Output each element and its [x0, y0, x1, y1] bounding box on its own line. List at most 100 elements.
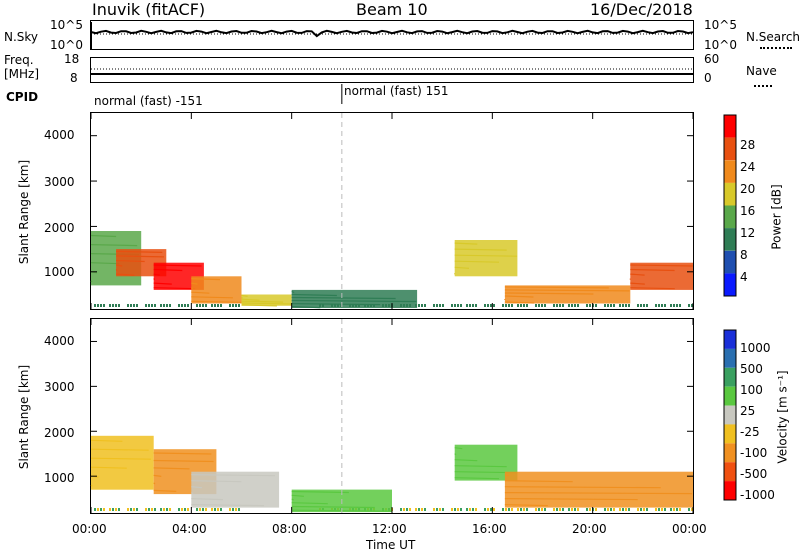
power-ytick-4000: 4000	[44, 128, 75, 142]
power-region-6-streak	[454, 248, 507, 251]
noise-right-tick-bottom: 10^0	[704, 38, 737, 52]
velocity-region-0	[91, 435, 154, 490]
power-region-3-streak	[190, 287, 193, 290]
xtick-0: 00:00	[72, 522, 107, 536]
velocity-nearrange-pixel	[433, 508, 435, 511]
power-nearrange-pixel	[691, 304, 693, 307]
power-nearrange-pixel	[178, 304, 180, 307]
power-nearrange-pixel	[451, 304, 453, 307]
power-region-7-streak	[504, 286, 609, 289]
power-nearrange-pixel	[571, 304, 573, 307]
power-region-7	[504, 285, 631, 304]
velocity-region-1-streak	[153, 489, 177, 492]
velocity-nearrange-pixel	[148, 508, 150, 511]
power-region-8	[630, 262, 693, 290]
velocity-colorbar-swatch	[724, 481, 736, 500]
power-nearrange-pixel	[502, 304, 504, 307]
power-nearrange-pixel	[109, 304, 111, 307]
power-region-8-streak	[630, 287, 675, 290]
velocity-nearrange-pixel	[619, 508, 621, 511]
power-region-4	[241, 294, 292, 306]
power-region-1-streak	[116, 255, 165, 258]
velocity-colorbar-swatch	[724, 330, 736, 349]
velocity-nearrange-pixel	[676, 508, 678, 511]
power-nearrange-pixel	[559, 304, 561, 307]
power-nearrange-pixel	[424, 304, 426, 307]
noise-left-tick-top: 10^5	[50, 18, 83, 32]
power-colorbar-swatch	[724, 250, 736, 274]
velocity-nearrange-pixel	[610, 508, 612, 511]
velocity-region-0-streak	[90, 457, 151, 460]
xtick-4: 16:00	[472, 522, 507, 536]
velocity-nearrange-pixel	[679, 508, 681, 511]
velocity-nearrange-pixel	[181, 508, 183, 511]
power-nearrange-pixel	[604, 304, 606, 307]
velocity-nearrange-pixel	[487, 508, 489, 511]
power-nearrange-pixel	[646, 304, 648, 307]
power-region-1-streak	[116, 250, 163, 253]
velocity-nearrange-pixel	[589, 508, 591, 511]
velocity-region-1-streak	[153, 474, 162, 477]
velocity-region-0-streak	[90, 448, 149, 451]
power-nearrange-pixel	[151, 304, 153, 307]
velocity-ytick-4000: 4000	[44, 334, 75, 348]
power-nearrange-pixel	[181, 304, 183, 307]
velocity-nearrange-pixel	[466, 508, 468, 511]
velocity-region-1-streak	[153, 467, 190, 470]
velocity-nearrange-pixel	[655, 508, 657, 511]
velocity-nearrange-pixel	[232, 508, 234, 511]
vel-cbar-tick-1000: 1000	[740, 341, 771, 355]
velocity-nearrange-pixel	[229, 508, 231, 511]
power-nearrange-pixel	[130, 304, 132, 307]
vel-cbar-tick-100: 100	[740, 383, 763, 397]
power-region-0-streak	[90, 280, 93, 283]
power-nearrange-pixel	[439, 304, 441, 307]
power-nearrange-pixel	[97, 304, 99, 307]
velocity-nearrange-pixel	[133, 508, 135, 511]
power-nearrange-pixel	[670, 304, 672, 307]
power-nearrange-pixel	[523, 304, 525, 307]
power-nearrange-pixel	[625, 304, 627, 307]
velocity-region-1-streak	[153, 459, 214, 463]
power-region-3-streak	[191, 300, 242, 303]
velocity-nearrange-pixel	[184, 508, 186, 511]
power-nearrange-pixel	[469, 304, 471, 307]
power-nearrange-pixel	[436, 304, 438, 307]
power-nearrange-pixel	[460, 304, 462, 307]
power-nearrange-pixel	[658, 304, 660, 307]
power-region-4-streak	[241, 296, 243, 299]
power-region-6-streak	[454, 242, 478, 245]
power-region-3-streak	[191, 278, 221, 281]
power-nearrange-pixel	[94, 304, 96, 307]
velocity-nearrange-pixel	[403, 508, 405, 511]
velocity-nearrange-pixel	[526, 508, 528, 511]
power-nearrange-pixel	[214, 304, 216, 307]
velocity-region-2-streak	[191, 486, 203, 489]
power-region-4-streak	[241, 302, 292, 305]
power-region-1-streak	[116, 264, 123, 267]
velocity-nearrange-pixel	[502, 508, 504, 511]
velocity-region-3-streak	[291, 498, 294, 501]
power-colorbar-swatch	[724, 160, 736, 183]
velocity-region-5-streak	[504, 480, 573, 483]
power-nearrange-pixel	[454, 304, 456, 307]
noise-right-legend-line	[760, 47, 792, 49]
velocity-nearrange-pixel	[688, 508, 690, 511]
power-region-3-streak	[191, 291, 210, 294]
power-nearrange-pixel	[475, 304, 477, 307]
power-ytick-2000: 2000	[44, 221, 75, 235]
velocity-nearrange-pixel	[643, 508, 645, 511]
velocity-nearrange-pixel	[568, 508, 570, 511]
power-region-0-streak	[90, 244, 138, 247]
velocity-nearrange-pixel	[409, 508, 411, 511]
velocity-nearrange-pixel	[109, 508, 111, 511]
power-nearrange-pixel	[235, 304, 237, 307]
xtick-2: 08:00	[272, 522, 307, 536]
velocity-nearrange-pixel	[163, 508, 165, 511]
velocity-nearrange-pixel	[145, 508, 147, 511]
power-nearrange-pixel	[115, 304, 117, 307]
power-nearrange-pixel	[664, 304, 666, 307]
power-region-2-streak	[153, 264, 202, 267]
xtick-3: 12:00	[372, 522, 407, 536]
velocity-nearrange-pixel	[574, 508, 576, 511]
